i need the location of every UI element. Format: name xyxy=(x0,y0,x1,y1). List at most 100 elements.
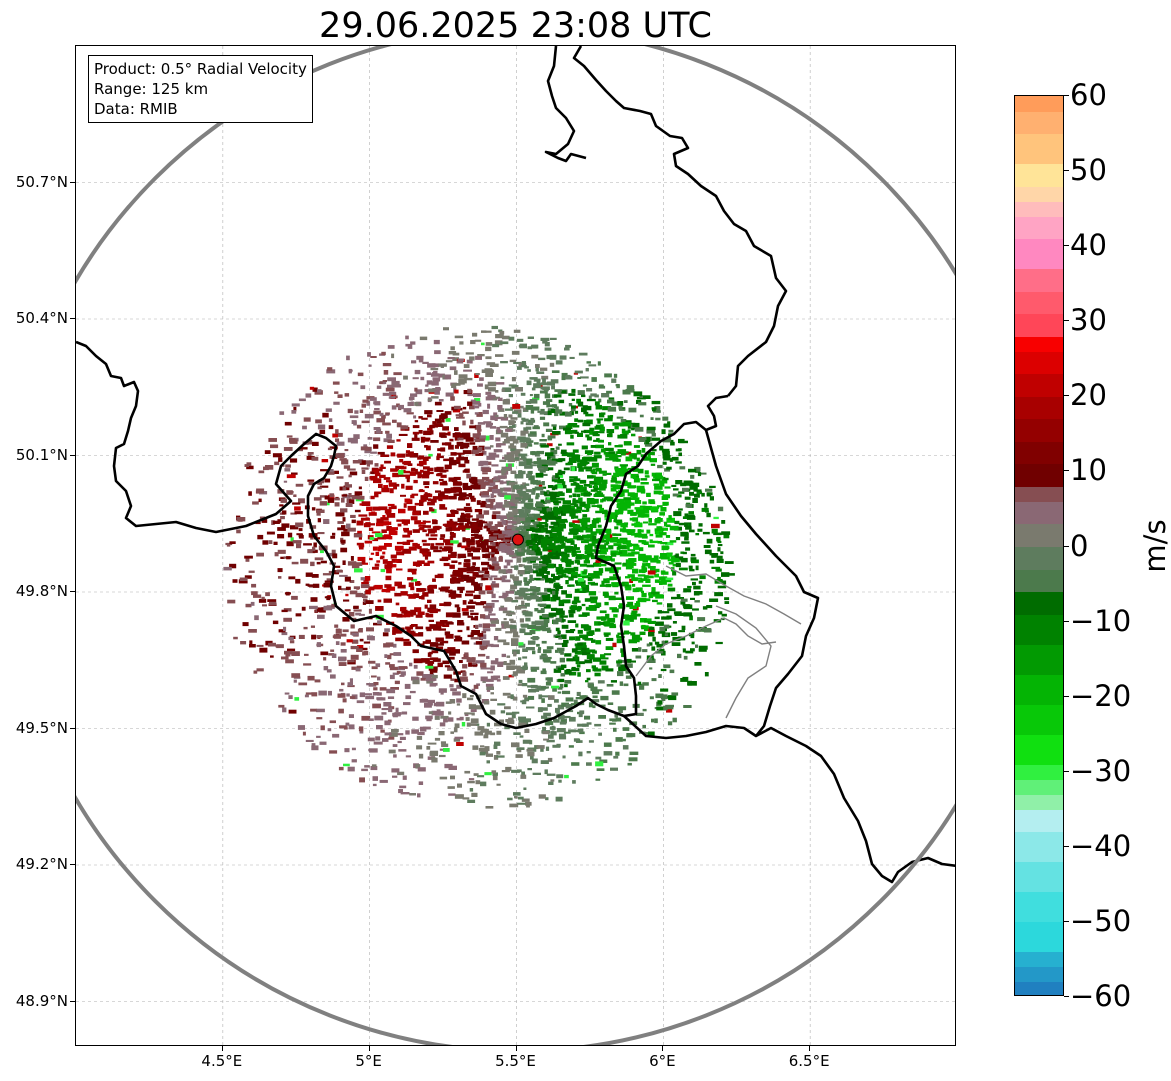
echo-gate xyxy=(544,347,552,351)
echo-gate xyxy=(504,527,512,533)
colorbar-tick-mark xyxy=(1064,245,1069,247)
echo-gate xyxy=(550,661,557,664)
echo-gate xyxy=(622,550,628,556)
echo-gate xyxy=(483,446,491,450)
echo-gate xyxy=(500,376,505,379)
echo-gate xyxy=(455,577,464,582)
echo-gate xyxy=(576,506,583,511)
echo-gate xyxy=(627,467,634,470)
echo-gate xyxy=(462,671,467,677)
echo-gate xyxy=(252,501,259,505)
echo-gate xyxy=(417,767,426,772)
echo-gate xyxy=(651,449,657,452)
colorbar-segment xyxy=(1015,569,1063,593)
echo-gate xyxy=(450,775,455,780)
echo-gate xyxy=(453,493,461,496)
echo-gate xyxy=(610,488,617,492)
echo-gate xyxy=(601,479,608,484)
echo-gate xyxy=(366,683,374,686)
echo-gate xyxy=(552,744,561,748)
echo-gate xyxy=(634,426,644,432)
echo-gate xyxy=(262,540,269,545)
echo-gate xyxy=(577,419,584,423)
echo-gate xyxy=(693,585,701,590)
echo-gate xyxy=(606,496,614,502)
echo-gate xyxy=(448,444,454,450)
echo-gate xyxy=(591,690,600,695)
echo-gate xyxy=(669,669,675,674)
echo-gate xyxy=(380,454,390,457)
echo-gate xyxy=(607,415,613,420)
echo-gate xyxy=(592,431,599,436)
echo-gate xyxy=(659,480,667,483)
echo-gate xyxy=(503,618,507,621)
echo-gate xyxy=(346,355,350,361)
echo-gate xyxy=(482,605,492,609)
echo-gate xyxy=(354,562,363,566)
echo-gate xyxy=(286,474,296,479)
echo-gate xyxy=(474,398,481,402)
echo-gate xyxy=(678,630,685,633)
echo-gate xyxy=(500,416,509,421)
echo-gate xyxy=(258,498,262,503)
echo-gate xyxy=(435,490,441,493)
echo-gate xyxy=(449,457,454,461)
echo-gate xyxy=(452,571,462,577)
echo-gate xyxy=(611,608,619,613)
echo-gate xyxy=(515,449,523,452)
echo-gate xyxy=(634,603,641,607)
echo-gate xyxy=(558,564,563,569)
echo-gate xyxy=(716,555,723,559)
echo-gate xyxy=(266,611,273,616)
echo-gate xyxy=(389,488,394,494)
echo-gate xyxy=(510,620,516,624)
echo-gate xyxy=(586,503,590,507)
echo-gate xyxy=(542,556,551,560)
echo-gate xyxy=(518,643,526,648)
echo-gate xyxy=(339,486,346,491)
echo-gate xyxy=(594,628,601,632)
echo-gate xyxy=(491,488,501,494)
echo-gate xyxy=(474,731,483,736)
echo-gate xyxy=(360,517,370,521)
echo-gate xyxy=(562,505,571,509)
radar-map[interactable] xyxy=(75,45,956,1046)
echo-gate xyxy=(619,464,628,467)
echo-gate xyxy=(617,545,627,549)
echo-gate xyxy=(555,509,561,515)
echo-gate xyxy=(575,555,582,560)
echo-gate xyxy=(499,719,504,724)
echo-gate xyxy=(608,451,616,454)
echo-gate xyxy=(688,468,697,473)
echo-gate xyxy=(476,413,483,417)
echo-gate xyxy=(339,725,347,729)
echo-gate xyxy=(248,570,255,573)
echo-gate xyxy=(481,630,487,634)
colorbar-segment xyxy=(1015,418,1063,442)
echo-gate xyxy=(573,566,579,572)
echo-gate xyxy=(593,488,598,492)
echo-gate xyxy=(309,605,318,610)
echo-gate xyxy=(401,425,409,430)
echo-gate xyxy=(477,775,485,778)
echo-gate xyxy=(531,758,538,764)
echo-gate xyxy=(261,518,268,523)
echo-gate xyxy=(481,482,490,485)
echo-gate xyxy=(540,408,545,412)
echo-gate xyxy=(713,532,722,536)
echo-gate xyxy=(326,669,332,673)
echo-gate xyxy=(472,445,478,450)
echo-gate xyxy=(590,393,597,397)
echo-gate xyxy=(667,608,676,612)
echo-gate xyxy=(575,645,582,651)
echo-gate xyxy=(425,715,433,720)
echo-gate xyxy=(426,471,434,475)
echo-gate xyxy=(349,580,355,583)
echo-gate xyxy=(405,610,411,616)
echo-gate xyxy=(420,548,430,552)
echo-gate xyxy=(307,675,315,681)
echo-gate xyxy=(586,498,595,503)
echo-gate xyxy=(443,718,448,723)
echo-gate xyxy=(280,516,285,520)
echo-gate xyxy=(636,485,645,489)
